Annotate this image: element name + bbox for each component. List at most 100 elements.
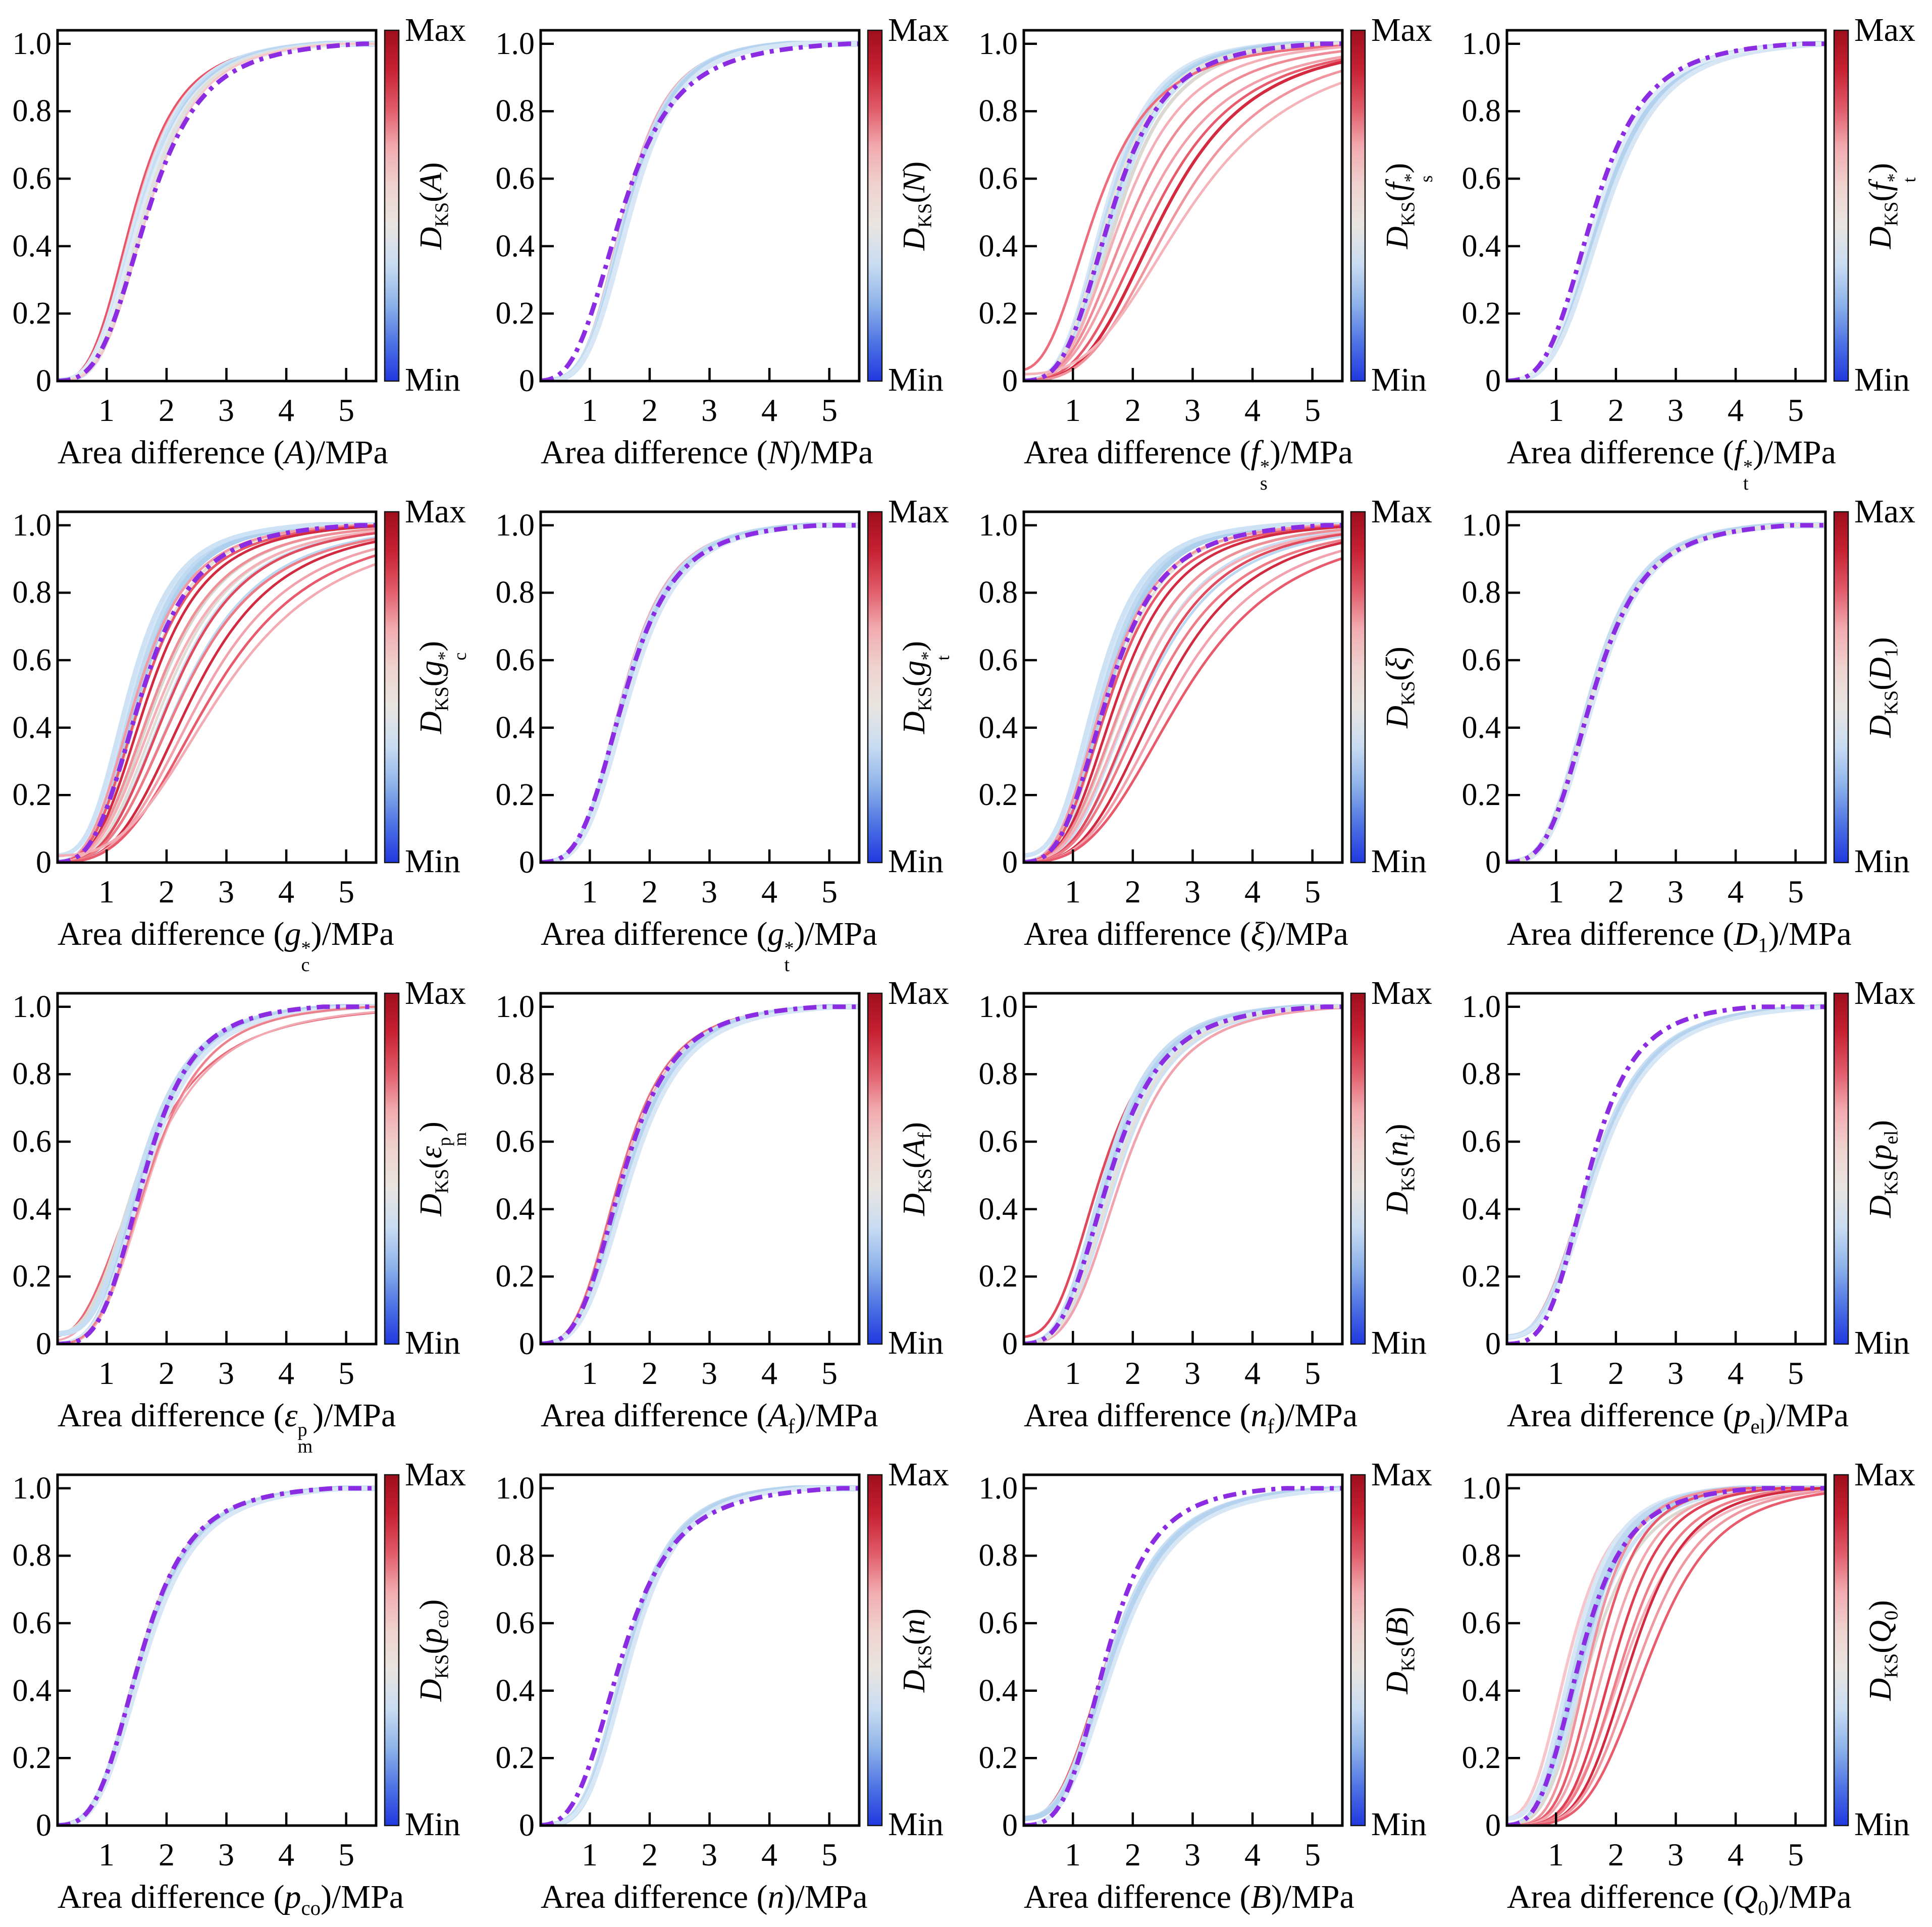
cdf-curve — [1507, 1004, 1825, 1340]
y-tick-label: 0 — [519, 1808, 535, 1843]
x-tick-label: 4 — [278, 392, 294, 428]
y-tick-label: 0.8 — [978, 1057, 1018, 1091]
x-tick-label: 3 — [701, 874, 717, 909]
subplot-N: 0 0.2 0.4 0.6 0.8 1.0 1 2 3 4 5 Area difference (N)… — [483, 0, 966, 481]
colorbar-axis-label: DKS(g * t) — [897, 640, 953, 734]
cdf-curve — [58, 41, 376, 381]
x-axis-label: Area difference (f * s)/MPa — [1024, 434, 1353, 494]
x-tick-label: 3 — [1667, 1355, 1684, 1391]
reference-cdf-curve — [1024, 523, 1342, 863]
axes-frame — [1505, 1473, 1827, 1827]
y-tick-label: 0 — [1485, 1327, 1501, 1361]
axes-frame — [1022, 1473, 1344, 1827]
x-axis-label: Area difference (D1)/MPa — [1507, 916, 1852, 957]
cdf-curve — [1024, 1487, 1342, 1826]
subplot-Q0: 0 0.2 0.4 0.6 0.8 1.0 1 2 3 4 5 Area difference (Q0… — [1449, 1444, 1932, 1926]
y-tick-label: 0.8 — [1461, 94, 1501, 128]
subplot-D1: 0 0.2 0.4 0.6 0.8 1.0 1 2 3 4 5 Area difference (D1… — [1449, 481, 1932, 963]
param-symbol: g — [897, 660, 931, 676]
param-symbol: A — [284, 434, 305, 471]
cdf-curve — [1507, 522, 1825, 863]
param-scripts: * t — [1883, 173, 1919, 183]
y-tick-label: 0 — [1485, 1808, 1501, 1843]
param-scripts: * s — [1400, 173, 1436, 183]
colorbar — [1350, 29, 1366, 382]
colorbar-max-label: Max — [1854, 975, 1915, 1011]
y-tick-label: 0.2 — [495, 1741, 535, 1775]
x-tick-label: 4 — [1244, 1355, 1261, 1391]
y-tick-label: 0.8 — [12, 1057, 52, 1091]
y-tick-label: 1.0 — [1461, 27, 1501, 61]
plot-canvas-A — [56, 29, 400, 383]
subplot-n: 0 0.2 0.4 0.6 0.8 1.0 1 2 3 4 5 Area difference (n)… — [483, 1444, 966, 1926]
cdf-curve — [58, 530, 376, 863]
cdf-curve — [58, 1004, 376, 1344]
param-symbol: g — [414, 660, 448, 676]
cdf-curve — [1024, 525, 1342, 863]
subplot-xi: 0 0.2 0.4 0.6 0.8 1.0 1 2 3 4 5 Area difference (ξ)… — [966, 481, 1449, 963]
y-tick-label: 0.6 — [12, 1606, 52, 1640]
x-tick-label: 5 — [821, 392, 838, 428]
colorbar — [1350, 1474, 1366, 1827]
y-tick-label: 0.6 — [12, 643, 52, 677]
cdf-curve — [541, 41, 859, 381]
param-symbol: N — [897, 172, 931, 193]
y-tick-label: 0.2 — [978, 778, 1018, 812]
x-tick-label: 4 — [761, 392, 777, 428]
y-tick-label: 0.4 — [978, 229, 1018, 263]
colorbar-min-label: Min — [888, 1806, 944, 1843]
y-tick-label: 0.4 — [978, 1192, 1018, 1226]
cdf-curve — [58, 554, 376, 863]
colorbar-min-label: Min — [888, 361, 944, 398]
colorbar-axis-label: DKS(Af) — [897, 1122, 936, 1216]
cdf-curve — [1024, 539, 1342, 863]
colorbar — [1833, 29, 1849, 382]
x-tick-label: 1 — [582, 1355, 598, 1391]
cdf-curve — [1024, 42, 1342, 381]
colorbar-max-label: Max — [405, 493, 466, 530]
cdf-curve — [1024, 1006, 1342, 1344]
subplot-B: 0 0.2 0.4 0.6 0.8 1.0 1 2 3 4 5 Area difference (B)… — [966, 1444, 1449, 1926]
y-tick-label: 0 — [36, 1327, 51, 1361]
x-tick-label: 4 — [1728, 874, 1744, 909]
y-tick-label: 0 — [519, 1327, 535, 1361]
x-tick-label: 2 — [159, 1837, 175, 1872]
x-axis-label: Area difference (A)/MPa — [58, 434, 388, 471]
x-tick-label: 2 — [159, 1355, 175, 1391]
colorbar — [867, 992, 883, 1345]
plot-canvas-N — [539, 29, 883, 383]
param-scripts: * t — [1743, 456, 1753, 494]
reference-cdf-curve — [1507, 41, 1825, 381]
colorbar-axis-label: DKS(g * c) — [414, 640, 470, 734]
y-tick-label: 1.0 — [12, 508, 52, 543]
x-tick-label: 3 — [701, 392, 717, 428]
colorbar-min-label: Min — [1371, 843, 1427, 880]
y-tick-label: 0.2 — [495, 296, 535, 331]
plot-canvas-xi — [1022, 510, 1366, 864]
y-tick-label: 0 — [519, 364, 535, 398]
x-tick-label: 4 — [1244, 874, 1261, 909]
x-axis-label: Area difference (pco)/MPa — [58, 1879, 404, 1920]
param-scripts: * t — [917, 651, 953, 661]
cdf-curve — [58, 525, 376, 863]
x-tick-label: 4 — [761, 1355, 777, 1391]
cdf-curve — [1024, 60, 1342, 381]
subplot-pel: 0 0.2 0.4 0.6 0.8 1.0 1 2 3 4 5 Area difference (pe… — [1449, 963, 1932, 1444]
y-tick-label: 0.2 — [1461, 1741, 1501, 1775]
y-tick-label: 0.4 — [495, 711, 535, 745]
cdf-curve — [1024, 549, 1342, 863]
x-tick-label: 5 — [1304, 392, 1321, 428]
x-tick-label: 3 — [1667, 1837, 1684, 1872]
reference-cdf-curve — [58, 41, 376, 381]
y-tick-label: 1.0 — [1461, 1471, 1501, 1506]
y-tick-label: 0.6 — [495, 1606, 535, 1640]
subplot-gt: 0 0.2 0.4 0.6 0.8 1.0 1 2 3 4 5 Area difference (g *… — [483, 481, 966, 976]
x-tick-label: 3 — [1667, 392, 1684, 428]
colorbar-axis-label: DKS(A) — [414, 162, 453, 250]
x-tick-label: 5 — [1304, 1355, 1321, 1391]
x-axis-label: Area difference (g * t)/MPa — [541, 916, 877, 976]
param-symbol: f — [1380, 182, 1415, 191]
colorbar-min-label: Min — [1854, 1324, 1910, 1361]
colorbar-max-label: Max — [1854, 1456, 1915, 1493]
x-tick-label: 4 — [278, 874, 294, 909]
